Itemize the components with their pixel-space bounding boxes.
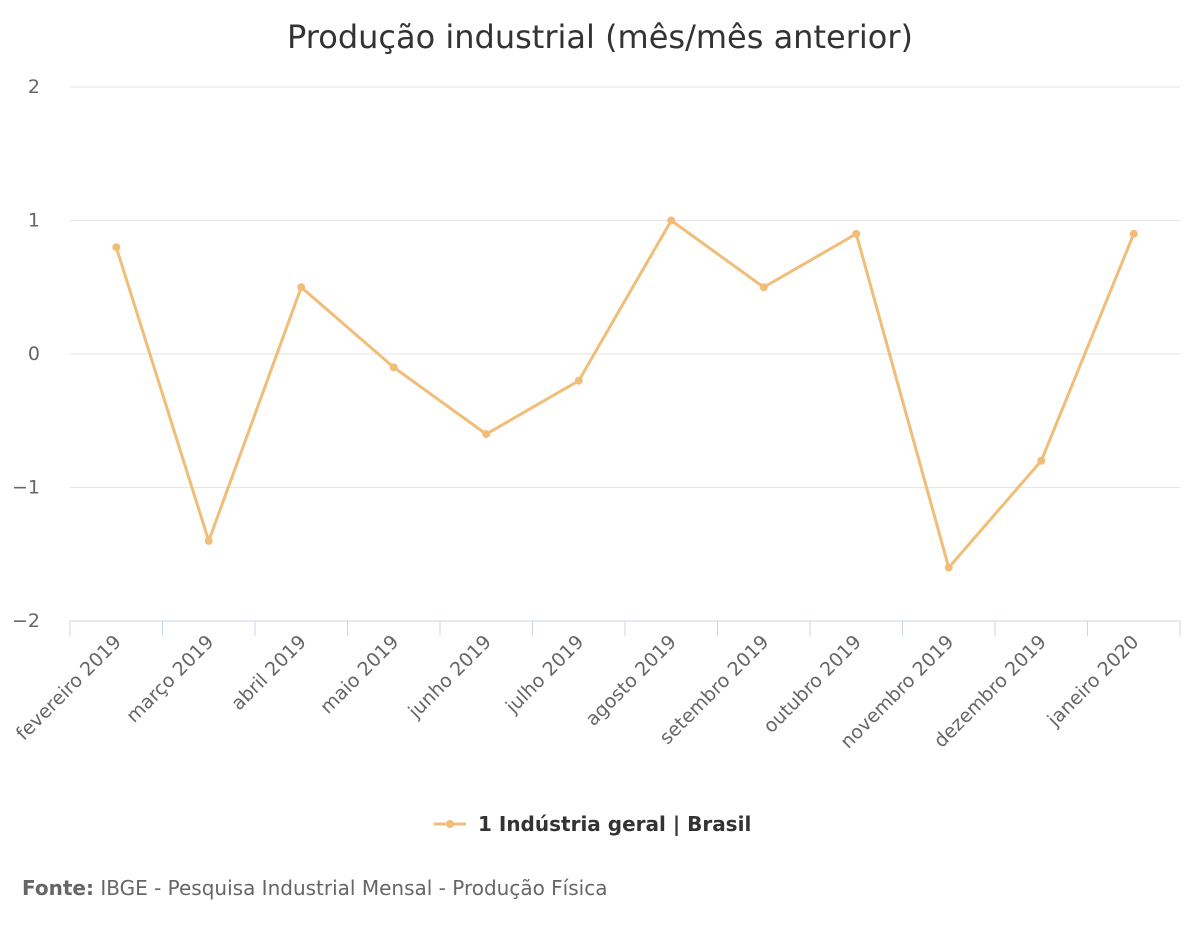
y-axis-labels: 2 1 0 −1 −2	[12, 76, 40, 632]
x-tick-label: maio 2019	[316, 631, 403, 718]
x-tick-label: março 2019	[122, 631, 218, 727]
series-line[interactable]	[114, 219, 1136, 570]
data-point[interactable]	[204, 536, 213, 545]
x-tick-label: abril 2019	[227, 631, 311, 715]
x-tick-label: junho 2019	[404, 631, 496, 723]
source-text: IBGE - Pesquisa Industrial Mensal - Prod…	[100, 876, 608, 900]
data-point[interactable]	[667, 216, 676, 225]
y-tick-label: 2	[28, 76, 40, 98]
data-point[interactable]	[389, 363, 398, 372]
x-axis	[69, 620, 1181, 636]
data-point[interactable]	[112, 243, 121, 252]
x-tick-label: janeiro 2020	[1043, 631, 1144, 732]
y-tick-label: −1	[12, 477, 40, 499]
data-point[interactable]	[574, 376, 583, 385]
grid-lines	[70, 86, 1180, 488]
x-tick-label: julho 2019	[501, 631, 588, 718]
chart-title: Produção industrial (mês/mês anterior)	[287, 18, 913, 56]
data-point[interactable]	[944, 563, 953, 572]
series-group	[112, 216, 1138, 572]
y-tick-label: −2	[12, 610, 40, 632]
legend-label[interactable]: 1 Indústria geral | Brasil	[478, 812, 751, 836]
x-tick-label: fevereiro 2019	[12, 631, 126, 745]
data-point[interactable]	[297, 283, 306, 292]
source-label: Fonte:	[22, 876, 94, 900]
data-point[interactable]	[482, 430, 491, 439]
y-tick-label: 0	[28, 343, 40, 365]
y-tick-label: 1	[28, 210, 40, 232]
data-point[interactable]	[1129, 229, 1138, 238]
legend[interactable]: 1 Indústria geral | Brasil	[434, 812, 751, 836]
source-note: Fonte: IBGE - Pesquisa Industrial Mensal…	[22, 876, 607, 900]
x-tick-label: agosto 2019	[581, 631, 680, 730]
data-point[interactable]	[1037, 456, 1046, 465]
data-point[interactable]	[852, 229, 861, 238]
legend-point-marker	[446, 820, 454, 828]
x-tick-label: outubro 2019	[759, 631, 866, 738]
data-point[interactable]	[759, 283, 768, 292]
